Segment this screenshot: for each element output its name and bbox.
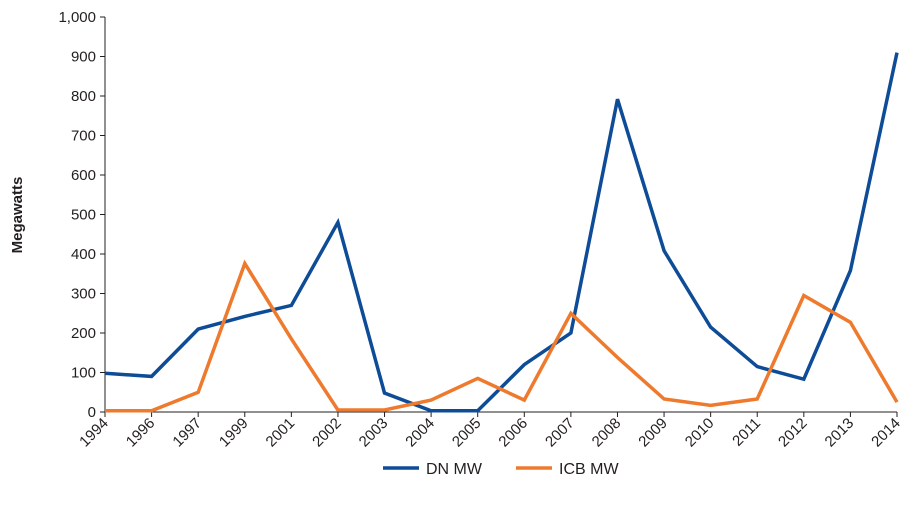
y-axis: 0 100 200 300 400 500 600 700 800 900 1,000: [58, 9, 106, 421]
x-tick-label: 2008: [589, 415, 625, 451]
x-tick-label: 2005: [449, 415, 485, 451]
series-layer: [104, 52, 899, 413]
x-tick-label: 2013: [822, 415, 858, 451]
x-tick-label: 2012: [775, 415, 811, 451]
y-tick-label: 400: [71, 246, 96, 263]
y-tick-label: 800: [71, 88, 96, 105]
series-line-1: [104, 52, 899, 413]
series-line-2: [105, 259, 899, 413]
x-tick-label: 1996: [123, 415, 159, 451]
y-tick-label: 1,000: [58, 9, 96, 26]
y-tick-label: 500: [71, 207, 96, 224]
y-tick-label: 100: [71, 365, 96, 382]
y-axis-label: Megawatts: [9, 177, 26, 254]
legend: DN MW ICB MW: [383, 461, 619, 478]
y-tick-label: 0: [88, 404, 96, 421]
x-tick-label: 2001: [263, 415, 299, 451]
x-tick-label: 1994: [76, 415, 112, 451]
x-tick-label: 1997: [169, 415, 205, 451]
x-tick-label: 2007: [542, 415, 578, 451]
x-tick-label: 2014: [868, 415, 904, 451]
legend-label: DN MW: [426, 461, 483, 478]
legend-label: ICB MW: [559, 461, 619, 478]
x-tick-label: 2002: [309, 415, 345, 451]
x-tick-label: 2004: [402, 415, 438, 451]
x-tick-label: 1999: [216, 415, 252, 451]
x-tick-label: 2010: [682, 415, 718, 451]
y-tick-label: 300: [71, 286, 96, 303]
y-tick-label: 600: [71, 167, 96, 184]
x-axis: 1994 1996 1997 1999 2001 2002 2003 2004 2005 2006…: [76, 411, 904, 451]
x-tick-label: 2006: [496, 415, 532, 451]
y-tick-label: 700: [71, 128, 96, 145]
y-tick-label: 900: [71, 49, 96, 66]
x-tick-label: 2003: [356, 415, 392, 451]
y-tick-label: 200: [71, 325, 96, 342]
x-tick-label: 2011: [729, 415, 764, 450]
x-tick-label: 2009: [635, 415, 671, 451]
